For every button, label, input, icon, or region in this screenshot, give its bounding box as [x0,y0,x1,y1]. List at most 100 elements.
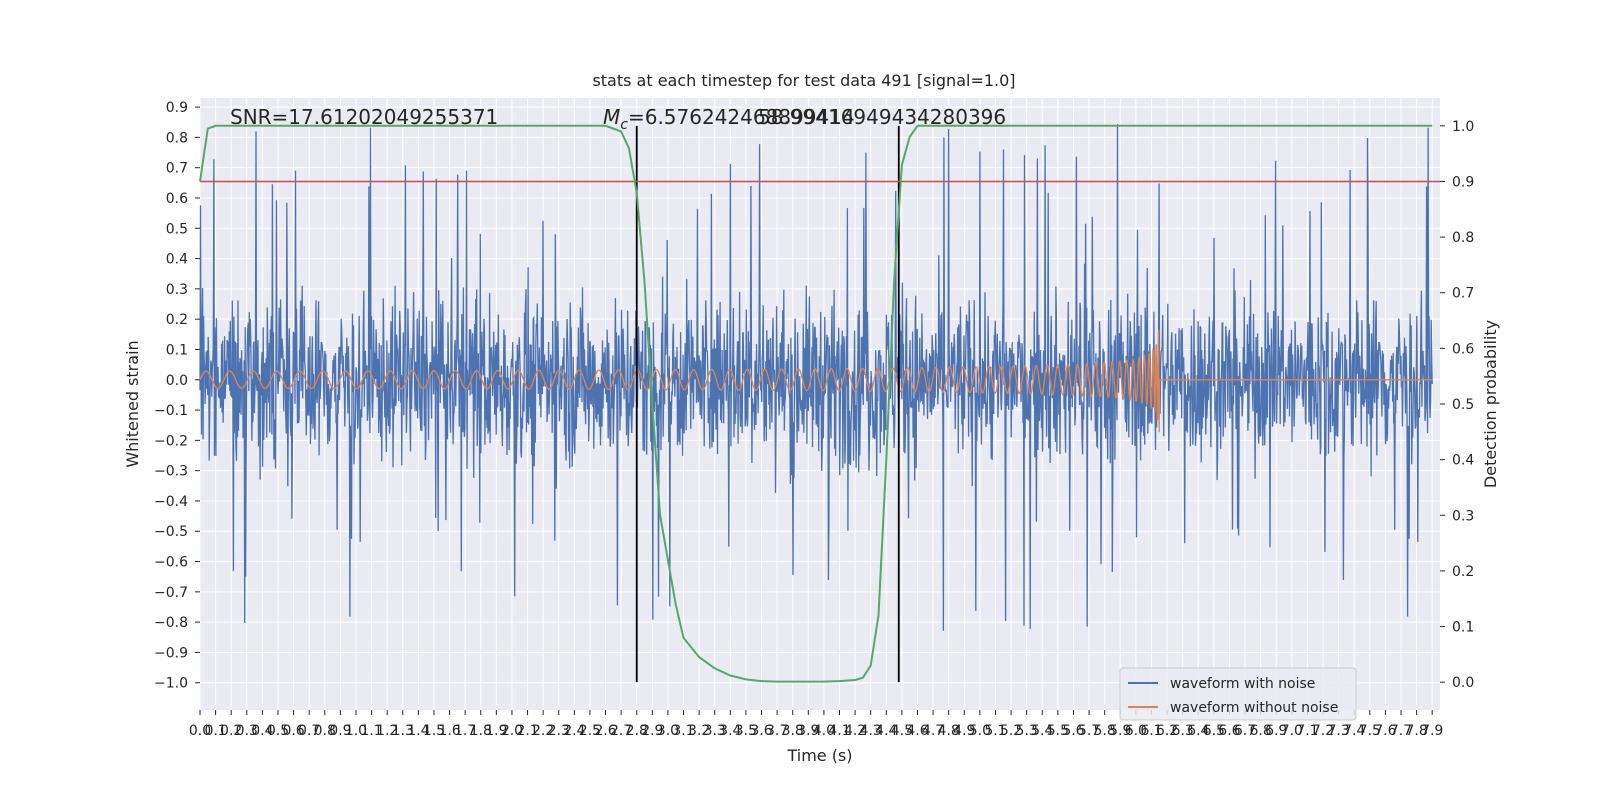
x-tick-label: 3.5 [735,723,757,739]
x-tick-label: 0.1 [204,723,226,739]
x-tick-label: 6.2 [1156,723,1178,739]
x-tick-label: 4.2 [844,723,866,739]
x-tick-label: 5.5 [1047,723,1069,739]
x-tick-label: 7.5 [1359,723,1381,739]
mc-annotation: Mc=6.576242468899414 [603,105,855,133]
x-tick-label: 7.0 [1281,723,1303,739]
legend-label-clean: waveform without noise [1170,700,1338,716]
x-tick-label: 6.4 [1187,723,1209,739]
x-tick-label: 5.4 [1031,723,1053,739]
x-tick-label: 3.2 [688,723,710,739]
y-tick-label: 0.1 [166,342,188,358]
x-tick-label: 1.8 [470,723,492,739]
x-tick-label: 6.5 [1203,723,1225,739]
x-tick-label: 0.3 [236,723,258,739]
x-tick-label: 4.6 [906,723,928,739]
x-tick-label: 2.3 [548,723,570,739]
snr-annotation: SNR=17.61202049255371 [230,105,498,129]
y-tick-label: 0.0 [166,373,188,389]
x-tick-label: 7.8 [1405,723,1427,739]
x-tick-label: 1.6 [438,723,460,739]
y-tick-label: −0.1 [154,403,188,419]
y-tick-label: 0.2 [166,312,188,328]
legend: waveform with noise waveform without noi… [1119,667,1357,721]
waveform-without-noise-line [199,329,1433,433]
y2-tick-label: 0.0 [1452,675,1474,691]
y2-tick-label: 0.5 [1452,397,1474,413]
x-tick-label: 6.3 [1172,723,1194,739]
x-tick-label: 4.5 [891,723,913,739]
y-tick-label: −0.5 [154,524,188,540]
y2-tick-label: 0.3 [1452,508,1474,524]
x-tick-label: 4.8 [938,723,960,739]
series-line-detection [199,124,1433,683]
y-tick-label: −0.6 [154,555,188,571]
y2-tick-label: 0.2 [1452,564,1474,580]
x-tick-label: 7.7 [1390,723,1412,739]
y2-tick-label: 0.9 [1452,174,1474,190]
y2-tick-label: 1.0 [1452,119,1474,135]
y2-tick-label: 0.4 [1452,453,1474,469]
x-tick-label: 6.7 [1234,723,1256,739]
x-tick-label: 5.7 [1078,723,1100,739]
y-tick-label: −0.2 [154,433,188,449]
y-tick-label: −0.3 [154,464,188,480]
y-tick-label: −0.8 [154,615,188,631]
x-tick-label: 2.2 [532,723,554,739]
x-tick-label: 4.3 [860,723,882,739]
y-tick-label: 0.5 [166,221,188,237]
y2-tick-label: 0.6 [1452,341,1474,357]
x-tick-label: 3.7 [766,723,788,739]
x-tick-label: 0.5 [267,723,289,739]
x-tick-label: 2.8 [626,723,648,739]
y-tick-label: −1.0 [154,676,188,692]
x-tick-label: 1.0 [345,723,367,739]
x-tick-label: 3.6 [750,723,772,739]
x-tick-label: 6.0 [1125,723,1147,739]
x-tick-label: 1.9 [485,723,507,739]
x-tick-label: 7.3 [1327,723,1349,739]
y-tick-label: 0.8 [166,130,188,146]
legend-label-noise: waveform with noise [1170,676,1315,692]
x-tick-label: 3.9 [797,723,819,739]
x-tick-label: 5.1 [984,723,1006,739]
x-tick-label: 3.8 [782,723,804,739]
x-tick-label: 6.6 [1218,723,1240,739]
x-tick-label: 2.4 [563,723,585,739]
x-tick-label: 1.3 [392,723,414,739]
x-tick-label: 5.3 [1016,723,1038,739]
mc-subscript: c [620,117,628,133]
x-tick-label: 7.6 [1374,723,1396,739]
x-tick-label: 2.1 [516,723,538,739]
y-tick-label: −0.9 [154,645,188,661]
y-tick-label: 0.9 [166,100,188,116]
mc-value: =6.576242468899414 [628,105,855,129]
x-tick-label: 4.9 [953,723,975,739]
x-tick-label: 7.2 [1312,723,1334,739]
waveform-with-noise-line [199,123,1433,631]
x-tick-label: 7.1 [1296,723,1318,739]
x-tick-label: 2.6 [594,723,616,739]
x-tick-label: 5.2 [1000,723,1022,739]
x-tick-label: 4.1 [828,723,850,739]
x-tick-label: 1.2 [376,723,398,739]
x-axis-ticks: 0.00.10.20.30.40.50.60.70.80.91.01.11.21… [189,710,1443,739]
x-tick-label: 4.7 [922,723,944,739]
mc-overlap-annotation: 58.99416949434280396 [758,105,1006,129]
x-tick-label: 1.4 [407,723,429,739]
x-tick-label: 3.1 [672,723,694,739]
x-tick-label: 0.4 [251,723,273,739]
x-tick-label: 4.4 [875,723,897,739]
x-tick-label: 1.1 [360,723,382,739]
x-tick-label: 2.7 [610,723,632,739]
x-tick-label: 7.9 [1421,723,1443,739]
legend-box [1119,667,1357,721]
x-tick-label: 2.5 [579,723,601,739]
chart-title: stats at each timestep for test data 491… [592,71,1015,90]
x-tick-label: 5.8 [1094,723,1116,739]
y-axis-ticks: 0.9 0.8 0.7 0.6 0.5 0.4 0.3 0.2 0.1 0.0 −0.1 −0.2 −0… [154,100,200,692]
x-tick-label: 5.9 [1109,723,1131,739]
x-tick-label: 0.6 [282,723,304,739]
x-tick-label: 0.9 [329,723,351,739]
